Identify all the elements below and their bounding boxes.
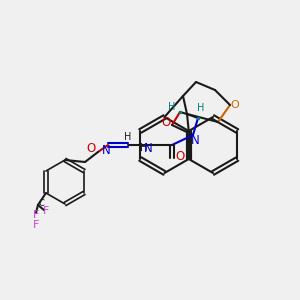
Text: H: H (124, 132, 132, 142)
Text: O: O (231, 100, 239, 110)
Text: O: O (161, 116, 171, 130)
Text: O: O (176, 149, 184, 163)
Text: N: N (190, 134, 200, 146)
Text: F: F (33, 220, 39, 230)
Text: N: N (102, 145, 110, 158)
Text: H: H (140, 143, 148, 153)
Text: C: C (38, 200, 44, 208)
Text: O: O (86, 142, 96, 155)
Text: H: H (197, 103, 205, 113)
Text: F: F (33, 210, 39, 220)
Text: N: N (144, 142, 152, 154)
Text: F: F (43, 206, 49, 216)
Text: H: H (168, 102, 176, 112)
